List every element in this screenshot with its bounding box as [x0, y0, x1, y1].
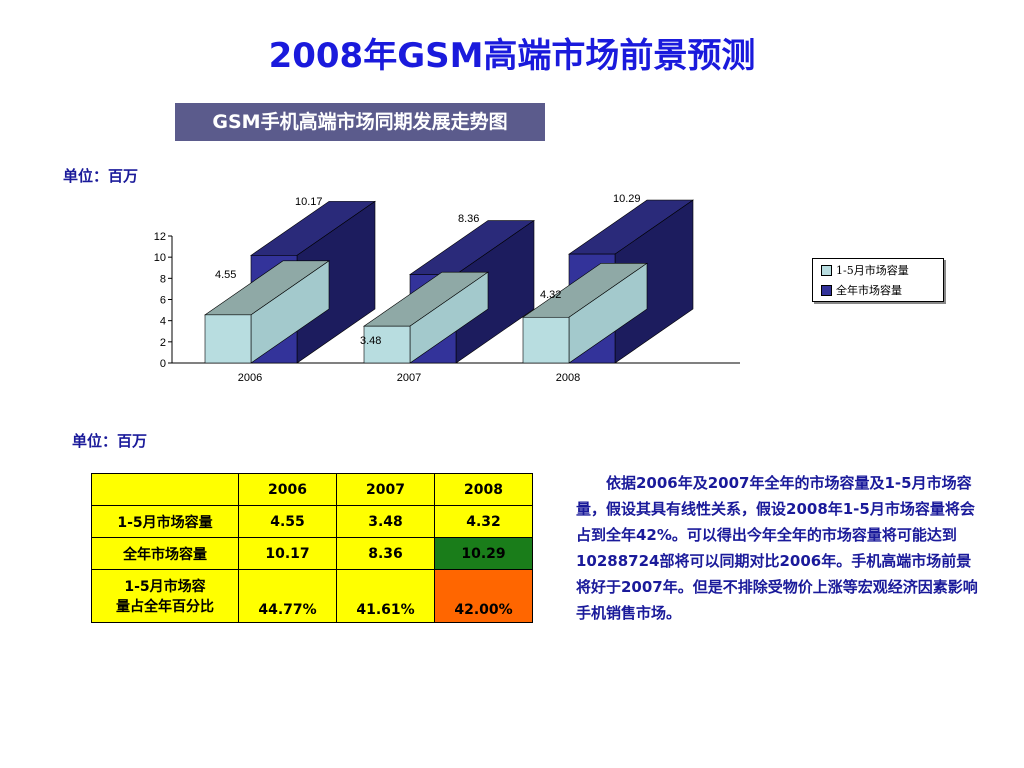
x-category-label: 2008 [556, 372, 580, 384]
data-label-series2: 10.29 [613, 193, 641, 205]
page-title: 2008年GSM高端市场前景预测 [268, 36, 756, 76]
table-row-label-line1: 1-5月市场容 [124, 579, 206, 595]
data-label-series1: 3.48 [360, 335, 381, 347]
table-row: 全年市场容量 10.17 8.36 10.29 [91, 537, 533, 570]
table-corner-cell [91, 473, 239, 506]
y-tick-label: 12 [154, 231, 166, 243]
table-cell: 4.55 [238, 505, 337, 538]
table-header-row: 2006 2007 2008 [91, 473, 533, 506]
x-category-label: 2007 [397, 372, 421, 384]
y-tick-label: 8 [160, 273, 166, 285]
table-cell: 3.48 [336, 505, 435, 538]
unit-label-table: 单位：百万 [72, 432, 148, 450]
y-tick-label: 6 [160, 295, 166, 307]
table-row: 1-5月市场容量 4.55 3.48 4.32 [91, 505, 533, 538]
table-header-cell: 2008 [434, 473, 533, 506]
data-table: 2006 2007 2008 1-5月市场容量 4.55 3.48 4.32 全… [91, 473, 533, 623]
unit-label-chart: 单位：百万 [63, 167, 139, 185]
table-row-label: 全年市场容量 [91, 537, 239, 570]
analysis-paragraph: 依据2006年及2007年全年的市场容量及1-5月市场容量，假设其具有线性关系，… [576, 474, 978, 622]
bar-jan-may-2006 [204, 314, 252, 364]
table-cell: 8.36 [336, 537, 435, 570]
table-cell: 44.77% [238, 569, 337, 623]
table-row-label: 1-5月市场容 量占全年百分比 [91, 569, 239, 623]
y-tick-label: 10 [154, 252, 166, 264]
chart-legend: 1-5月市场容量 全年市场容量 [812, 258, 944, 302]
y-tick-label: 0 [160, 358, 166, 370]
table-cell: 41.61% [336, 569, 435, 623]
table-cell-highlight: 42.00% [434, 569, 533, 623]
legend-item-series2: 全年市场容量 [821, 281, 943, 299]
table-cell: 10.17 [238, 537, 337, 570]
table-cell-highlight: 10.29 [434, 537, 533, 570]
chart-subtitle: GSM手机高端市场同期发展走势图 [175, 103, 545, 141]
table-cell: 4.32 [434, 505, 533, 538]
bar-jan-may-2007 [363, 325, 411, 364]
x-category-label: 2006 [238, 372, 262, 384]
data-label-series1: 4.32 [540, 289, 561, 301]
table-header-cell: 2006 [238, 473, 337, 506]
legend-swatch-series1 [821, 264, 832, 276]
bar-jan-may-2008 [522, 316, 570, 364]
legend-label-series1: 1-5月市场容量 [836, 264, 909, 277]
legend-label-series2: 全年市场容量 [836, 284, 902, 297]
bar-chart: 0 2 4 6 8 10 12 4.55 10.17 2006 3.48 8.36 2007 4.32 10… [154, 193, 740, 384]
legend-item-series1: 1-5月市场容量 [821, 261, 943, 279]
data-label-series2: 8.36 [458, 213, 479, 225]
y-tick-label: 4 [160, 316, 166, 328]
table-row: 1-5月市场容 量占全年百分比 44.77% 41.61% 42.00% [91, 569, 533, 623]
table-row-label: 1-5月市场容量 [91, 505, 239, 538]
data-label-series2: 10.17 [295, 196, 323, 208]
y-tick-label: 2 [160, 337, 166, 349]
data-label-series1: 4.55 [215, 269, 236, 281]
table-row-label-line2: 量占全年百分比 [116, 599, 214, 615]
legend-swatch-series2 [821, 284, 832, 296]
table-header-cell: 2007 [336, 473, 435, 506]
